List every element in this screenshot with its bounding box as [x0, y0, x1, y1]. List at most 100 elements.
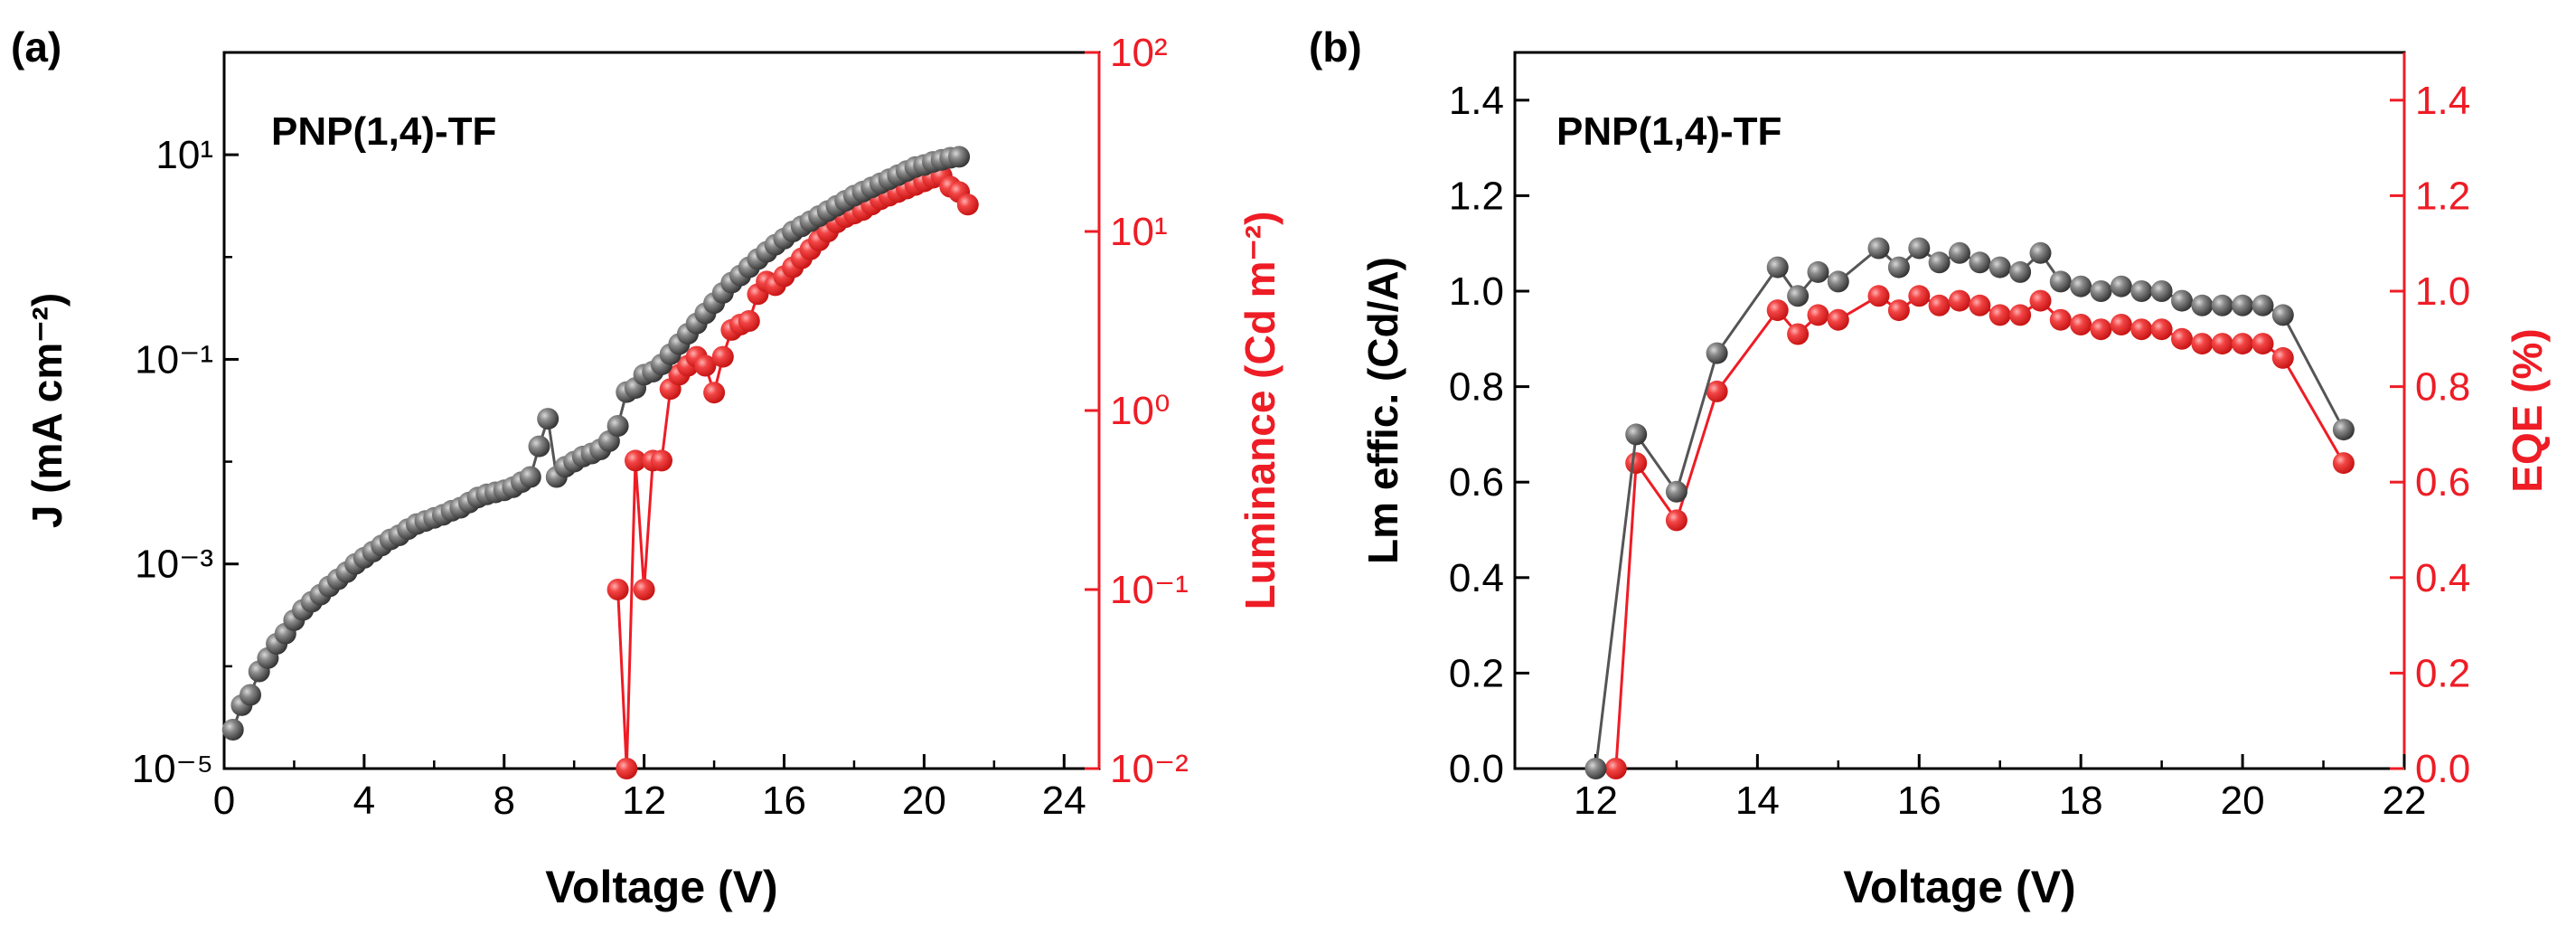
- lm-efficiency-point: [2110, 275, 2132, 297]
- eqe-point: [1766, 299, 1789, 322]
- panel-b: (b) 12 14 16 18 20 22 0.0 0.2 0.4 0.6 0.8 1.0 1.2 1.…: [1309, 24, 2551, 912]
- y-tick-label-right-a: 10²: [1110, 31, 1168, 75]
- eqe-point: [1604, 758, 1627, 779]
- eqe-point: [2130, 318, 2153, 341]
- eqe-point: [2090, 318, 2112, 341]
- y-tick-label-right-b: 0.6: [2415, 460, 2470, 505]
- lm-efficiency-point: [1787, 285, 1810, 307]
- lm-efficiency-point: [2332, 419, 2355, 441]
- y-tick-label-left-a: 10⁻⁵: [132, 747, 213, 791]
- x-tick-label-a: 24: [1042, 779, 1086, 823]
- x-axis-label-a: Voltage (V): [545, 862, 777, 912]
- x-tick-label-a: 8: [494, 779, 515, 823]
- lm-efficiency-point: [1584, 758, 1607, 779]
- eqe-point: [1969, 294, 1991, 316]
- lm-efficiency-point: [1988, 256, 2011, 278]
- y-tick-label-right-b: 1.0: [2415, 269, 2470, 314]
- x-tick-label-a: 20: [902, 779, 946, 823]
- lm-efficiency-point: [1969, 251, 1991, 274]
- y-tick-label-left-b: 1.0: [1449, 269, 1504, 314]
- x-tick-label-b: 14: [1735, 779, 1780, 823]
- eqe-point: [2029, 289, 2052, 312]
- eqe-point: [2232, 333, 2254, 355]
- eqe-point: [1625, 452, 1648, 475]
- lm-efficiency-point: [2029, 241, 2052, 264]
- lm-efficiency-point: [2090, 280, 2112, 302]
- y-tick-label-left-b: 0.0: [1449, 747, 1504, 791]
- eqe-point: [1867, 285, 1890, 307]
- lm-efficiency-point: [2191, 294, 2214, 316]
- lm-efficiency-point: [1625, 423, 1648, 446]
- current-density-point: [606, 415, 629, 437]
- y-tick-label-left-b: 1.4: [1449, 79, 1504, 123]
- y-tick-label-left-a: 10⁻³: [135, 543, 213, 587]
- eqe-point: [1827, 308, 1849, 331]
- eqe-point: [2271, 346, 2294, 369]
- x-tick-label-a: 4: [353, 779, 375, 823]
- lm-efficiency-point: [2271, 304, 2294, 326]
- lm-efficiency-point: [2171, 289, 2193, 312]
- x-tick-label-a: 16: [762, 779, 806, 823]
- x-tick-label-b: 20: [2221, 779, 2265, 823]
- eqe-point: [2150, 318, 2173, 341]
- y-tick-label-left-a: 10¹: [155, 133, 213, 177]
- y-tick-label-right-b: 1.2: [2415, 174, 2470, 218]
- eqe-point: [2070, 314, 2092, 335]
- eqe-point: [1988, 304, 2011, 326]
- y-tick-label-right-b: 0.0: [2415, 747, 2470, 791]
- plot-frame-b: [1513, 51, 2406, 770]
- eqe-point: [1706, 380, 1728, 402]
- lm-efficiency-point: [2211, 294, 2233, 316]
- eqe-point: [1908, 285, 1931, 307]
- y-tick-label-right-a: 10⁻²: [1110, 747, 1189, 791]
- eqe-point: [2191, 333, 2214, 355]
- eqe-point: [1807, 304, 1829, 326]
- x-tick-label-b: 18: [2059, 779, 2103, 823]
- y-axis-label-right-a: Luminance (Cd m⁻²): [1236, 212, 1283, 610]
- luminance-point: [703, 382, 726, 404]
- panel-label-b: (b): [1309, 24, 1362, 71]
- luminance-point: [711, 345, 734, 368]
- y-tick-label-left-b: 0.2: [1449, 651, 1504, 695]
- luminance-point: [633, 579, 655, 600]
- luminance-point: [956, 193, 979, 216]
- y-tick-label-right-a: 10¹: [1110, 210, 1168, 254]
- y-tick-label-right-a: 10⁰: [1110, 389, 1170, 433]
- chart-title-a: PNP(1,4)-TF: [271, 109, 496, 154]
- lm-efficiency-point: [2009, 260, 2032, 283]
- luminance-point: [694, 354, 717, 377]
- x-tick-label-b: 16: [1897, 779, 1941, 823]
- current-density-point: [519, 466, 541, 488]
- lm-efficiency-point: [2252, 294, 2274, 316]
- x-tick-label-a: 0: [213, 779, 235, 823]
- lm-efficiency-point: [2232, 294, 2254, 316]
- luminance-point: [616, 758, 638, 779]
- eqe-point: [2332, 452, 2355, 475]
- eqe-point: [2171, 327, 2193, 350]
- x-axis-label-b: Voltage (V): [1843, 862, 2075, 912]
- current-density-point: [221, 719, 244, 741]
- eqe-line: [1614, 294, 2346, 769]
- current-density-point: [528, 435, 550, 458]
- y-tick-label-right-b: 0.4: [2415, 556, 2470, 600]
- y-tick-label-right-b: 0.8: [2415, 365, 2470, 410]
- y-tick-label-right-b: 1.4: [2415, 79, 2470, 123]
- y-tick-label-left-b: 0.4: [1449, 556, 1504, 600]
- luminance-point: [738, 310, 760, 332]
- lm-efficiency-point: [2150, 280, 2173, 302]
- eqe-point: [1787, 323, 1810, 345]
- y-tick-label-left-a: 10⁻¹: [135, 337, 213, 382]
- y-tick-label-left-b: 0.6: [1449, 460, 1504, 505]
- y-tick-label-left-b: 1.2: [1449, 174, 1504, 218]
- lm-efficiency-point: [1766, 256, 1789, 278]
- luminance-point: [625, 449, 646, 472]
- x-tick-label-b: 22: [2383, 779, 2427, 823]
- lm-efficiency-line: [1594, 246, 2346, 769]
- lm-efficiency-point: [2130, 280, 2153, 302]
- y-tick-label-left-b: 0.8: [1449, 365, 1504, 410]
- eqe-point: [2009, 304, 2032, 326]
- lm-efficiency-point: [1949, 241, 1970, 264]
- panel-label-a: (a): [11, 24, 61, 71]
- y-tick-label-right-b: 0.2: [2415, 651, 2470, 695]
